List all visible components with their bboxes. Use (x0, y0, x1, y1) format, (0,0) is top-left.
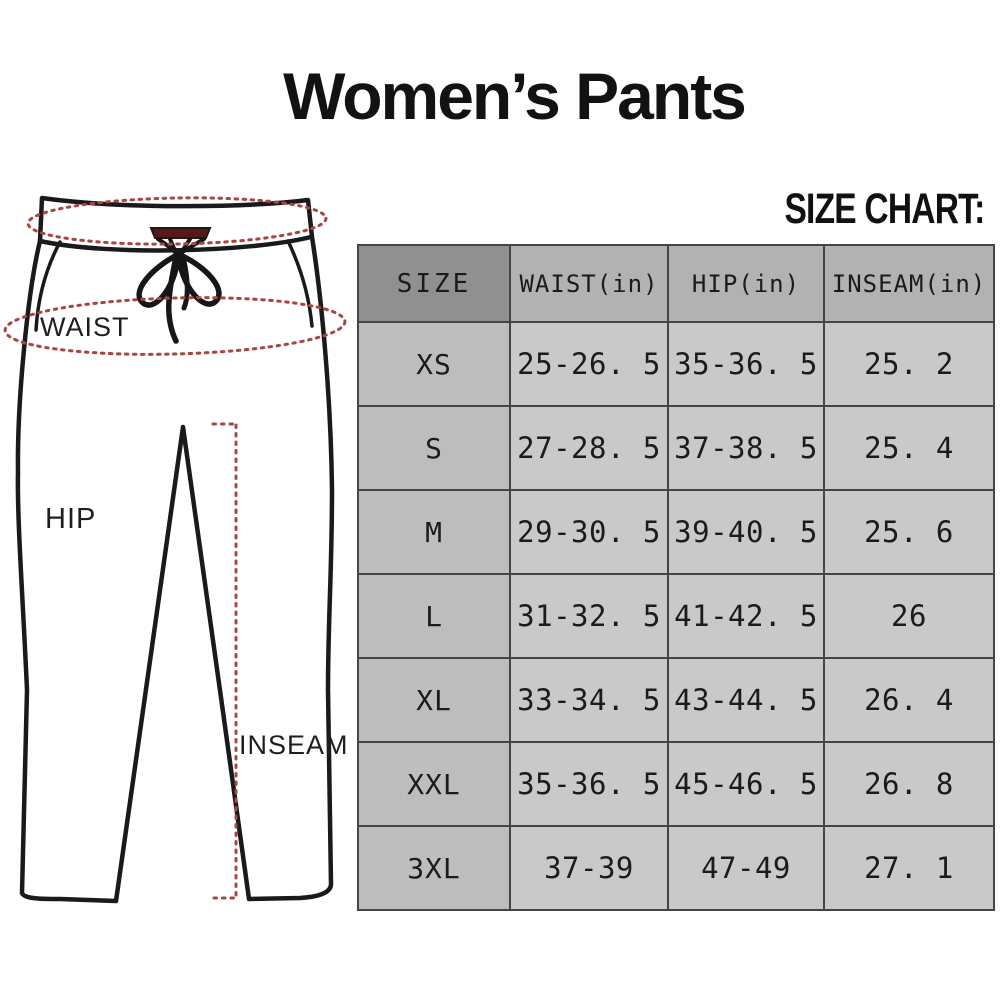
cell-inseam: 27. 1 (823, 825, 995, 911)
waist-measure-ellipse (26, 196, 328, 246)
cell-hip: 37-38. 5 (667, 405, 825, 491)
drawstring-bow (136, 237, 222, 344)
cell-inseam: 25. 4 (823, 405, 995, 491)
size-chart-heading: SIZE CHART: (784, 185, 986, 233)
cell-waist: 29-30. 5 (509, 489, 669, 575)
pants-outline (15, 195, 335, 904)
table-row-s: S 27-28. 5 37-38. 5 25. 4 (357, 405, 995, 491)
column-header-waist: WAIST(in) (509, 244, 669, 323)
cell-hip: 35-36. 5 (667, 321, 825, 407)
cell-waist: 33-34. 5 (509, 657, 669, 743)
inseam-measure-line (211, 422, 238, 900)
pants-diagram: WAIST HIP INSEAM (0, 150, 360, 940)
table-row-3xl: 3XL 37-39 47-49 27. 1 (357, 825, 995, 911)
cell-inseam: 25. 2 (823, 321, 995, 407)
waist-label: WAIST (40, 312, 130, 342)
table-row-xs: XS 25-26. 5 35-36. 5 25. 2 (357, 321, 995, 407)
cell-inseam: 25. 6 (823, 489, 995, 575)
hip-label: HIP (45, 503, 97, 535)
cell-size: 3XL (357, 825, 511, 911)
column-header-size: SIZE (357, 244, 511, 323)
table-row-xl: XL 33-34. 5 43-44. 5 26. 4 (357, 657, 995, 743)
cell-hip: 47-49 (667, 825, 825, 911)
cell-hip: 41-42. 5 (667, 573, 825, 659)
cell-hip: 43-44. 5 (667, 657, 825, 743)
column-header-hip: HIP(in) (667, 244, 825, 323)
inseam-label: INSEAM (239, 730, 349, 760)
cell-waist: 27-28. 5 (509, 405, 669, 491)
cell-size: S (357, 405, 511, 491)
waistband-seam (37, 234, 314, 253)
cell-inseam: 26. 8 (823, 741, 995, 827)
cell-inseam: 26 (823, 573, 995, 659)
cell-size: XXL (357, 741, 511, 827)
hip-measure-ellipse (3, 296, 347, 356)
left-pocket-seam (34, 240, 62, 332)
cell-size: XS (357, 321, 511, 407)
cell-waist: 37-39 (509, 825, 669, 911)
pants-illustration (3, 195, 347, 904)
right-pocket-seam (286, 239, 314, 328)
cell-size: M (357, 489, 511, 575)
cell-size: XL (357, 657, 511, 743)
cell-inseam: 26. 4 (823, 657, 995, 743)
cell-waist: 25-26. 5 (509, 321, 669, 407)
table-row-m: M 29-30. 5 39-40. 5 25. 6 (357, 489, 995, 575)
page-title: Women’s Pants (283, 59, 747, 133)
cell-size: L (357, 573, 511, 659)
table-header-row: SIZE WAIST(in) HIP(in) INSEAM(in) (357, 244, 995, 323)
cell-waist: 31-32. 5 (509, 573, 669, 659)
cell-hip: 45-46. 5 (667, 741, 825, 827)
column-header-inseam: INSEAM(in) (823, 244, 995, 323)
cell-waist: 35-36. 5 (509, 741, 669, 827)
table-row-l: L 31-32. 5 41-42. 5 26 (357, 573, 995, 659)
size-chart-table: SIZE WAIST(in) HIP(in) INSEAM(in) XS 25-… (357, 244, 995, 911)
table-row-xxl: XXL 35-36. 5 45-46. 5 26. 8 (357, 741, 995, 827)
drawcord-bar (149, 227, 212, 239)
cell-hip: 39-40. 5 (667, 489, 825, 575)
